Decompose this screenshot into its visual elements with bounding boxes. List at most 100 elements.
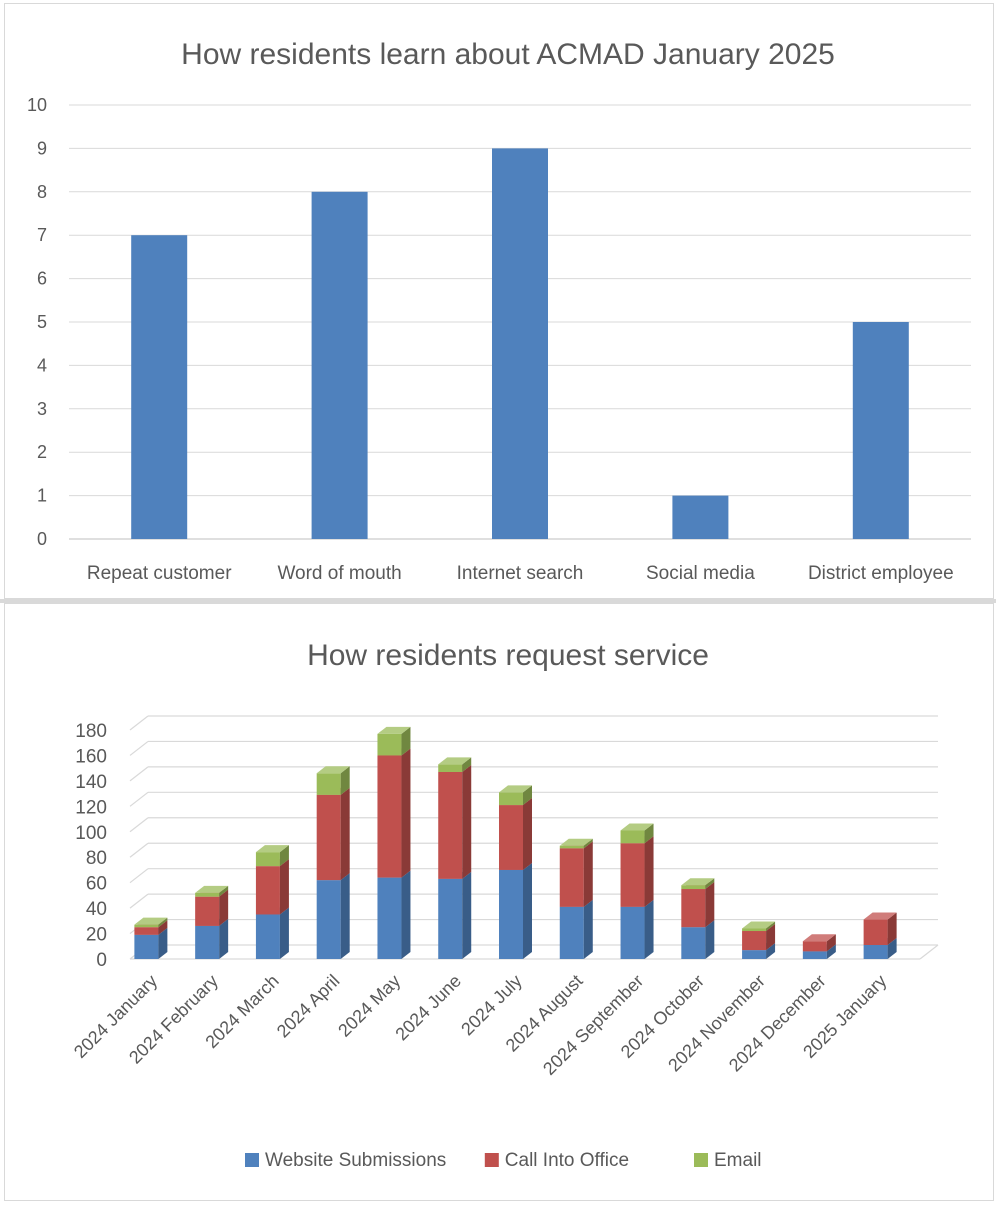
bar-segment xyxy=(863,919,888,946)
bar-segment xyxy=(620,843,645,907)
bar-segment-side xyxy=(158,920,168,935)
y-tick-label: 20 xyxy=(86,925,107,946)
legend-label: Website Submissions xyxy=(265,1150,446,1171)
bar-segment-side xyxy=(583,899,593,959)
bar-segment xyxy=(134,934,159,959)
bar-segment-side xyxy=(644,836,654,907)
y-tick-label: 60 xyxy=(86,874,107,895)
bar-segment xyxy=(377,755,402,878)
bar-segment-side xyxy=(523,862,532,959)
bar-segment xyxy=(681,885,706,890)
bar-segment-side xyxy=(523,785,532,806)
gridline-depth xyxy=(129,842,149,858)
bar-segment-side xyxy=(462,757,472,772)
bar-segment-top xyxy=(802,934,836,942)
y-tick-label: 1 xyxy=(37,486,47,506)
bar-segment xyxy=(316,880,341,959)
bar-segment xyxy=(438,764,463,772)
bar-segment-top xyxy=(438,757,472,765)
bar-segment-side xyxy=(766,924,776,951)
bar-segment-top xyxy=(559,838,593,846)
bar-segment-side xyxy=(705,878,715,890)
legend-swatch xyxy=(484,1153,499,1167)
bar xyxy=(672,495,729,539)
x-tick-label: 2024 June xyxy=(391,971,465,1045)
bar-segment-side xyxy=(523,798,532,870)
bar-segment-top xyxy=(620,823,654,831)
bar-segment xyxy=(195,892,220,897)
bar-segment-side xyxy=(644,823,654,844)
bar-segment xyxy=(559,845,584,849)
bar-segment xyxy=(134,927,159,935)
gridline-depth xyxy=(129,893,149,909)
y-tick-label: 8 xyxy=(37,182,47,202)
bar-segment xyxy=(316,773,341,795)
bar xyxy=(311,191,368,540)
bar-segment xyxy=(620,906,645,959)
bar-segment-side xyxy=(340,787,350,881)
y-tick-label: 5 xyxy=(37,312,47,332)
y-tick-label: 140 xyxy=(75,772,107,793)
y-tick-label: 40 xyxy=(86,899,107,920)
bar-segment xyxy=(438,878,463,959)
bar xyxy=(131,235,188,539)
bar-segment-side xyxy=(401,870,411,959)
bar-segment-side xyxy=(462,764,472,879)
chart-sources-svg: How residents learn about ACMAD January … xyxy=(27,38,971,584)
bar-segment-side xyxy=(340,766,350,795)
bar-segment xyxy=(316,794,341,881)
y-tick-label: 120 xyxy=(75,797,107,818)
bar-segment-side xyxy=(340,873,350,959)
y-tick-label: 6 xyxy=(37,269,47,289)
x-tick-label: Word of mouth xyxy=(277,563,401,584)
bar-segment-side xyxy=(219,889,229,926)
bar-segment-side xyxy=(583,838,593,849)
bar-segment xyxy=(681,927,706,959)
y-tick-label: 180 xyxy=(75,721,107,742)
bar-segment-side xyxy=(279,845,289,867)
bar-segment-side xyxy=(766,921,776,932)
x-tick-label: Social media xyxy=(646,563,755,584)
bar-segment-top xyxy=(499,785,532,793)
bar-segment xyxy=(499,792,523,806)
bar-segment-side xyxy=(705,920,715,959)
bar-segment-side xyxy=(158,917,168,928)
y-tick-label: 80 xyxy=(86,848,107,869)
bar-segment-side xyxy=(705,882,715,928)
y-tick-label: 160 xyxy=(75,746,107,767)
bar-segment-top xyxy=(681,878,715,886)
bar-segment-top xyxy=(377,726,411,734)
bar-segment xyxy=(802,941,827,952)
gridline-depth xyxy=(129,791,149,807)
chart-panel-requests: How residents request service 0 20 40 60 80 1… xyxy=(4,603,994,1201)
chart-title: How residents learn about ACMAD January … xyxy=(181,38,835,71)
y-tick-label: 7 xyxy=(37,225,47,245)
bar-segment-side xyxy=(887,938,897,959)
floor-depth xyxy=(919,944,939,960)
bar-segment xyxy=(377,733,402,756)
x-tick-label: Internet search xyxy=(457,563,584,584)
y-tick-label: 100 xyxy=(75,823,107,844)
bar-segment-side xyxy=(158,927,168,959)
chart-divider xyxy=(0,599,996,603)
y-tick-label: 0 xyxy=(96,950,107,971)
gridline-depth xyxy=(129,766,149,782)
bar-segment xyxy=(559,848,584,907)
x-tick-label: District employee xyxy=(808,563,954,584)
bar-segment xyxy=(499,869,523,959)
bar-segment xyxy=(863,945,888,959)
x-tick-label: 2024 April xyxy=(273,971,344,1042)
bar-segment-side xyxy=(219,885,229,897)
bar-segment-side xyxy=(279,907,289,959)
y-tick-label: 2 xyxy=(37,442,47,462)
gridline-depth xyxy=(129,740,149,756)
bar-segment-top xyxy=(134,917,168,925)
bar-segment xyxy=(195,896,220,926)
bar-segment xyxy=(742,928,767,932)
chart-panel-sources: How residents learn about ACMAD January … xyxy=(4,3,994,599)
bar-segment-side xyxy=(766,943,776,959)
bar-segment-top xyxy=(316,766,350,774)
bar-segment-side xyxy=(279,859,289,915)
bar-segment-side xyxy=(826,944,836,959)
bar-segment xyxy=(134,924,159,928)
